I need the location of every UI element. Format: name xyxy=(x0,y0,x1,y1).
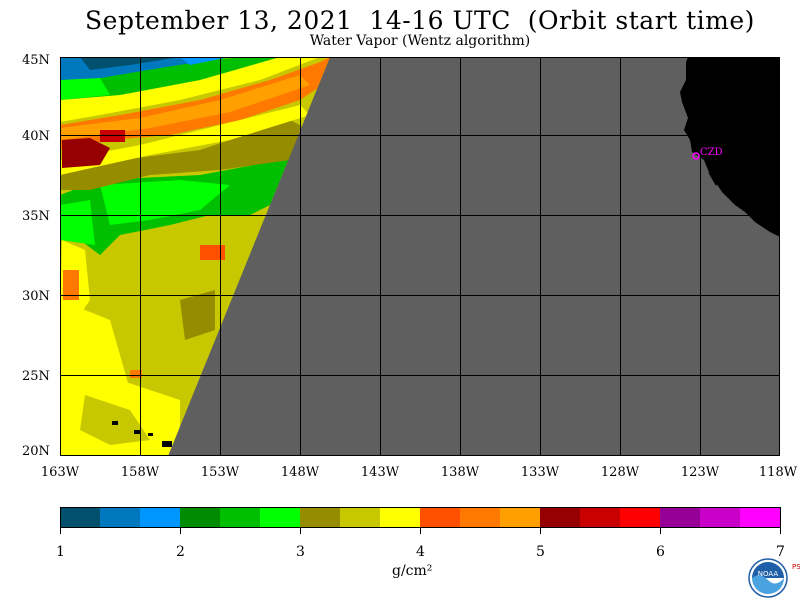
colorbar-swatch xyxy=(420,507,461,528)
lon-label-148w: 148W xyxy=(281,465,320,480)
colorbar-units: g/cm² xyxy=(392,563,433,579)
islands xyxy=(112,421,172,447)
lat-label-25n: 25N xyxy=(22,369,50,384)
colorbar-swatch xyxy=(260,507,301,528)
colorbar-swatch xyxy=(140,507,181,528)
lat-label-35n: 35N xyxy=(22,209,50,224)
map-frame xyxy=(60,57,780,456)
lon-label-123w: 123W xyxy=(681,465,720,480)
colorbar-frame xyxy=(60,507,781,528)
colorbar-ticks xyxy=(60,528,781,534)
colorbar-swatch xyxy=(500,507,541,528)
lon-label-138w: 138W xyxy=(441,465,480,480)
lat-label-20n: 20N xyxy=(22,444,50,459)
lon-label-158w: 158W xyxy=(121,465,160,480)
lat-label-45n: 45N xyxy=(22,53,50,68)
colorbar-swatch xyxy=(300,507,341,528)
lon-label-118w: 118W xyxy=(759,465,798,480)
water-vapor-swath xyxy=(60,57,330,456)
colorbar-label-4: 4 xyxy=(416,544,425,560)
colorbar-swatch xyxy=(100,507,141,528)
station-marker xyxy=(692,152,700,160)
lat-labels: 45N 40N 35N 30N 25N 20N xyxy=(22,53,50,459)
colorbar-label-1: 1 xyxy=(56,544,65,560)
colorbar-label-6: 6 xyxy=(656,544,665,560)
colorbar-swatch xyxy=(380,507,421,528)
colorbar-swatch xyxy=(740,507,781,528)
colorbar-label-7: 7 xyxy=(776,544,785,560)
colorbar-swatch xyxy=(340,507,381,528)
colorbar-swatch xyxy=(660,507,701,528)
map-title: September 13, 2021 14-16 UTC (Orbit star… xyxy=(85,6,755,35)
psl-text: PSL xyxy=(792,563,800,571)
colorbar-swatch xyxy=(180,507,221,528)
svg-text:NOAA: NOAA xyxy=(758,570,779,578)
colorbar-label-3: 3 xyxy=(296,544,305,560)
lat-label-30n: 30N xyxy=(22,289,50,304)
colorbar-swatch xyxy=(580,507,621,528)
station-label: CZD xyxy=(700,147,723,158)
colorbar-swatch xyxy=(460,507,501,528)
colorbar-swatch xyxy=(700,507,741,528)
lon-label-133w: 133W xyxy=(521,465,560,480)
colorbar-swatch xyxy=(540,507,581,528)
map-subtitle: Water Vapor (Wentz algorithm) xyxy=(309,33,531,49)
colorbar-swatch xyxy=(220,507,261,528)
lon-label-128w: 128W xyxy=(601,465,640,480)
colorbar-swatch xyxy=(620,507,661,528)
colorbar-label-2: 2 xyxy=(176,544,185,560)
lat-label-40n: 40N xyxy=(22,129,50,144)
colorbar-label-5: 5 xyxy=(536,544,545,560)
lon-labels: 163W 158W 153W 148W 143W 138W 133W 128W … xyxy=(41,465,798,480)
colorbar-swatch xyxy=(60,507,101,528)
lon-label-143w: 143W xyxy=(361,465,400,480)
lon-label-153w: 153W xyxy=(201,465,240,480)
colorbar xyxy=(60,507,781,528)
noaa-logo: NOAA xyxy=(748,558,788,598)
lon-label-163w: 163W xyxy=(41,465,80,480)
land-mass xyxy=(680,57,780,237)
grid xyxy=(60,57,780,456)
map-panel: CZD xyxy=(60,57,780,456)
